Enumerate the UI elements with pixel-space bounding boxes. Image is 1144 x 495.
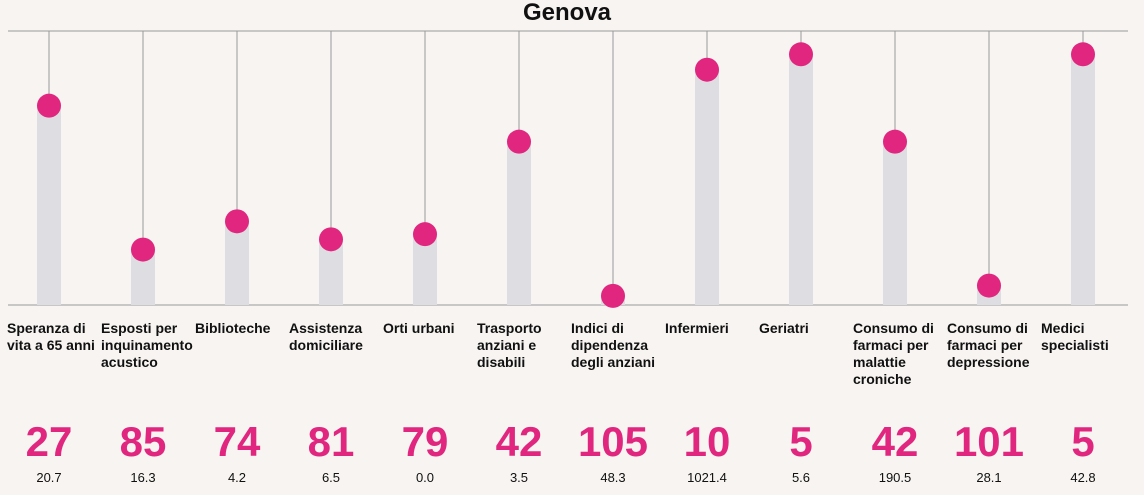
lollipop-marker [601,283,625,308]
rank-label: 81 [307,418,355,465]
lollipop-marker [37,93,61,118]
lollipop-marker [789,42,813,67]
value-bar [1071,54,1095,305]
category-label: Consumo di farmaci per malattie croniche [853,320,934,387]
value-bar [789,54,813,305]
value-label: 20.7 [36,470,62,485]
value-label: 1021.4 [687,470,727,485]
value-bar [695,69,719,305]
value-label: 48.3 [600,470,626,485]
value-label: 0.0 [415,470,435,485]
chart-title: Genova [523,0,612,26]
rank-label: 5 [789,418,813,465]
value-bar [507,141,531,305]
category-label: Geriatri [759,320,809,336]
value-label: 6.5 [321,470,341,485]
rank-label: 105 [577,418,649,465]
value-label: 28.1 [976,470,1002,485]
lollipop-marker [695,57,719,82]
chart-marks [37,31,1095,308]
rank-label: 74 [213,418,261,465]
category-label: Esposti per inquinamento acustico [101,320,193,370]
rank-label: 5 [1071,418,1095,465]
lollipop-marker [413,222,437,247]
category-label: Indici di dipendenza degli anziani [571,320,656,370]
rank-label: 101 [953,418,1025,465]
rank-label: 42 [871,418,919,465]
category-label: Orti urbani [383,320,455,336]
value-label: 3.5 [509,470,529,485]
lollipop-marker [507,129,531,154]
rank-label: 42 [495,418,543,465]
value-label: 42.8 [1070,470,1096,485]
rank-label: 27 [25,418,73,465]
value-label: 5.6 [791,470,811,485]
lollipop-marker [225,209,249,234]
category-label: Trasporto anziani e disabili [477,320,542,370]
category-label: Medici specialisti [1041,320,1109,353]
lollipop-marker [1071,42,1095,67]
category-label: Assistenza domiciliare [289,320,363,353]
lollipop-marker [319,227,343,252]
rank-label: 10 [683,418,731,465]
value-bar [883,141,907,305]
lollipop-marker [131,237,155,262]
value-label: 190.5 [878,470,912,485]
value-label: 4.2 [227,470,247,485]
category-label: Infermieri [665,320,729,336]
category-label: Speranza di vita a 65 anni [7,320,95,353]
lollipop-marker [977,273,1001,298]
rank-label: 79 [401,418,449,465]
value-label: 16.3 [130,470,156,485]
rank-label: 85 [119,418,167,465]
value-bar [37,105,61,306]
value-bar [225,221,249,305]
category-label: Biblioteche [195,320,271,336]
lollipop-marker [883,129,907,154]
category-label: Consumo di farmaci per depressione [947,320,1030,370]
